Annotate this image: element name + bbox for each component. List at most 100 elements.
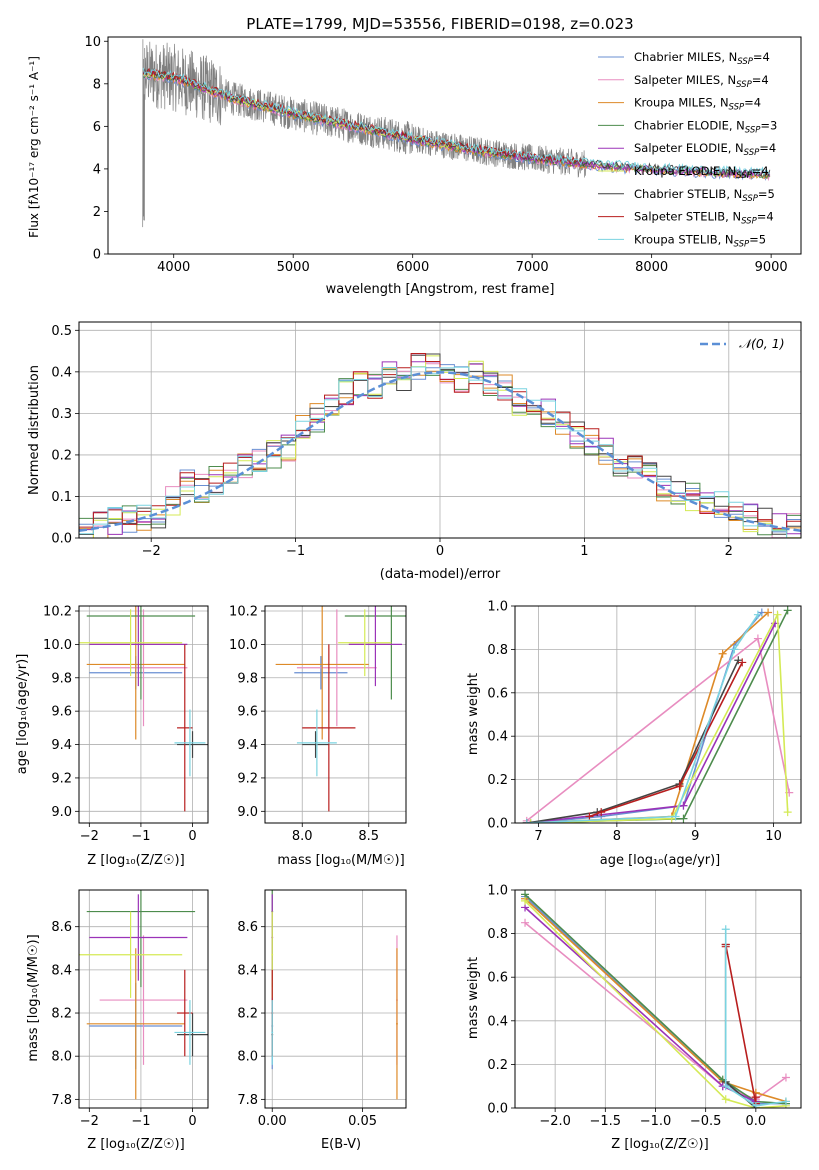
x-tick-label: 7 (534, 829, 542, 844)
y-tick-label: 0.4 (487, 730, 508, 745)
massweight-vs-metallicity-panel: −2.0 −1.5 −1.0 −0.5 0.0 0.0 0.2 0.4 0.6 0.8 1.0 (487, 884, 802, 1129)
y-tick-label: 1.0 (487, 884, 508, 899)
legend: Chabrier MILES, NSSP=4 Salpeter MILES, NS… (598, 50, 777, 249)
y-tick-label: 9.4 (51, 738, 72, 753)
mass-weight-line (524, 900, 786, 1108)
mass-vs-ebv-panel: 0.00 0.05 7.8 8.0 8.2 8.4 8.6 (237, 889, 407, 1129)
massZ-ylabel: mass [log₁₀(M/M☉)] (26, 934, 41, 1061)
y-tick-label: 0.4 (487, 1014, 508, 1029)
axes-frame (514, 889, 802, 1109)
y-tick-label: 0.8 (487, 927, 508, 942)
y-tick-label: 6 (93, 120, 101, 135)
y-tick-label: 0.6 (487, 971, 508, 986)
y-tick-label: 0.0 (51, 532, 72, 547)
ageZ-ylabel: age [log₁₀(age/yr)] (15, 654, 30, 775)
y-tick-label: 10.2 (43, 605, 72, 620)
y-tick-label: 9.0 (51, 805, 72, 820)
plus-marker (753, 634, 762, 643)
mass-weight-line (724, 944, 757, 1104)
plus-marker (721, 1095, 730, 1104)
y-tick-label: 0.2 (487, 773, 508, 788)
y-tick-label: 9.2 (237, 771, 258, 786)
plus-marker (783, 606, 792, 615)
plus-marker (679, 814, 688, 823)
x-tick-label: −1.0 (640, 1114, 672, 1129)
legend-entry: Chabrier MILES, NSSP=4 (634, 50, 770, 67)
axes-frame (78, 889, 209, 1109)
y-tick-label: 0.1 (51, 490, 72, 505)
x-tick-label: 8.5 (358, 829, 379, 844)
age-vs-metallicity-panel: −2 −1 0 9.0 9.2 9.4 9.6 9.8 10.0 10.2 (43, 605, 209, 844)
y-tick-label: 0.0 (487, 817, 508, 832)
mass-weight-line (524, 898, 787, 1103)
spectrum-ylabel: Flux [fλ10⁻¹⁷ erg cm⁻² s⁻¹ A⁻¹] (27, 56, 41, 238)
plus-marker (679, 801, 688, 810)
y-tick-label: 0.0 (487, 1102, 508, 1117)
hist-xlabel: (data-model)/error (380, 567, 501, 582)
figure-title: PLATE=1799, MJD=53556, FIBERID=0198, z=0… (246, 15, 633, 33)
y-tick-label: 8.0 (237, 1050, 258, 1065)
ageZ-xlabel: Z [log₁₀(Z/Z☉)] (87, 853, 184, 868)
axes-frame (264, 889, 407, 1109)
y-tick-label: 8.2 (51, 1007, 72, 1022)
plus-marker (597, 808, 606, 817)
x-tick-label: 2 (725, 544, 733, 559)
gaussian-curve (79, 371, 801, 532)
plus-marker (526, 819, 535, 823)
plus-marker (738, 658, 747, 667)
mass-weight-line (526, 659, 740, 823)
y-tick-label: 10.0 (43, 638, 72, 653)
axes-frame (107, 36, 802, 255)
plus-marker (751, 1101, 760, 1108)
hist-ylabel: Normed distribution (27, 365, 42, 495)
y-tick-label: 9.4 (237, 738, 258, 753)
x-tick-label: 0.05 (348, 1114, 377, 1129)
x-tick-label: 10 (765, 829, 782, 844)
plus-marker (773, 610, 782, 619)
x-tick-label: 0 (436, 544, 444, 559)
mass-vs-metallicity-panel: −2 −1 0 7.8 8.0 8.2 8.4 8.6 (51, 889, 209, 1129)
mass-weight-line (530, 611, 789, 823)
legend-entry: Kroupa STELIB, NSSP=5 (634, 232, 766, 249)
y-tick-label: 0.4 (51, 365, 72, 380)
massweight-vs-age-panel: 7 8 9 10 0.0 0.2 0.4 0.6 0.8 1.0 (487, 600, 802, 844)
plus-marker (718, 649, 727, 658)
y-tick-label: 0.6 (487, 686, 508, 701)
x-tick-label: 4000 (157, 260, 190, 275)
x-tick-label: −1.5 (590, 1114, 622, 1129)
x-tick-label: −2 (80, 1114, 99, 1129)
x-tick-label: 6000 (396, 260, 429, 275)
plus-marker (764, 608, 773, 617)
x-tick-label: 0 (188, 829, 196, 844)
plot-area (522, 606, 794, 823)
plot-area (79, 606, 208, 812)
y-tick-label: 9.6 (51, 705, 72, 720)
mass-weight-line (526, 614, 759, 823)
mass-weight-line (724, 929, 787, 1107)
mw-Z-xlabel: Z [log₁₀(Z/Z☉)] (611, 1137, 708, 1152)
x-tick-label: 8000 (635, 260, 668, 275)
plus-marker (753, 610, 762, 619)
legend-entry: Salpeter ELODIE, NSSP=4 (634, 141, 776, 158)
y-tick-label: 0.3 (51, 407, 72, 422)
y-tick-label: 8.4 (237, 963, 258, 978)
mass-weight-line (589, 662, 743, 818)
y-tick-label: 0.2 (51, 448, 72, 463)
axes-frame (78, 605, 209, 824)
y-tick-label: 10 (84, 35, 101, 50)
legend-entry: Chabrier STELIB, NSSP=5 (634, 187, 775, 204)
legend-entry: Chabrier ELODIE, NSSP=3 (634, 118, 777, 135)
legend-entry: 𝒩(0, 1) (739, 336, 785, 351)
plus-marker (721, 1082, 730, 1091)
x-tick-label: 0.0 (745, 1114, 766, 1129)
massZ-xlabel: Z [log₁₀(Z/Z☉)] (87, 1137, 184, 1152)
plus-marker (585, 812, 594, 821)
y-tick-label: 9.2 (51, 771, 72, 786)
x-tick-label: −2 (80, 829, 99, 844)
x-tick-label: 7000 (516, 260, 549, 275)
x-tick-label: −2 (142, 544, 161, 559)
legend-entry: Kroupa MILES, NSSP=4 (634, 96, 761, 113)
mw-age-ylabel: mass weight (466, 673, 481, 755)
y-tick-label: 8.0 (51, 1050, 72, 1065)
